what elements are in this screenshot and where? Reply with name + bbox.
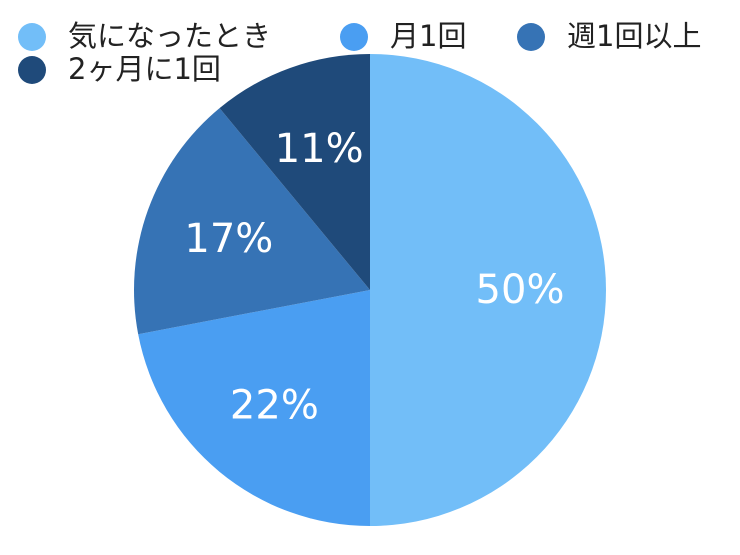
legend-swatch-0	[18, 22, 46, 51]
legend-item-3: 2ヶ月に1回	[18, 55, 221, 84]
legend-swatch-3	[18, 55, 46, 84]
legend-swatch-1	[340, 22, 368, 51]
pie-slice-2	[134, 108, 370, 335]
legend-label-0: 気になったとき	[68, 19, 272, 53]
legend-label-1: 月1回	[390, 19, 467, 53]
legend-label-3: 2ヶ月に1回	[68, 52, 221, 86]
slice-label-0: 50%	[476, 267, 565, 313]
legend-item-2: 週1回以上	[517, 22, 701, 51]
legend-label-2: 週1回以上	[567, 19, 702, 53]
legend-item-0: 気になったとき	[18, 22, 271, 51]
pie-slice-1	[138, 290, 370, 526]
slice-label-3: 11%	[275, 126, 364, 172]
pie-slice-0	[370, 54, 606, 526]
legend-item-1: 月1回	[340, 22, 466, 51]
slice-label-1: 22%	[230, 383, 319, 429]
legend: 気になったとき 月1回 週1回以上 2ヶ月に1回	[0, 0, 740, 90]
pie-slice-3	[219, 54, 370, 290]
legend-swatch-2	[517, 22, 545, 51]
slice-label-2: 17%	[184, 216, 273, 262]
